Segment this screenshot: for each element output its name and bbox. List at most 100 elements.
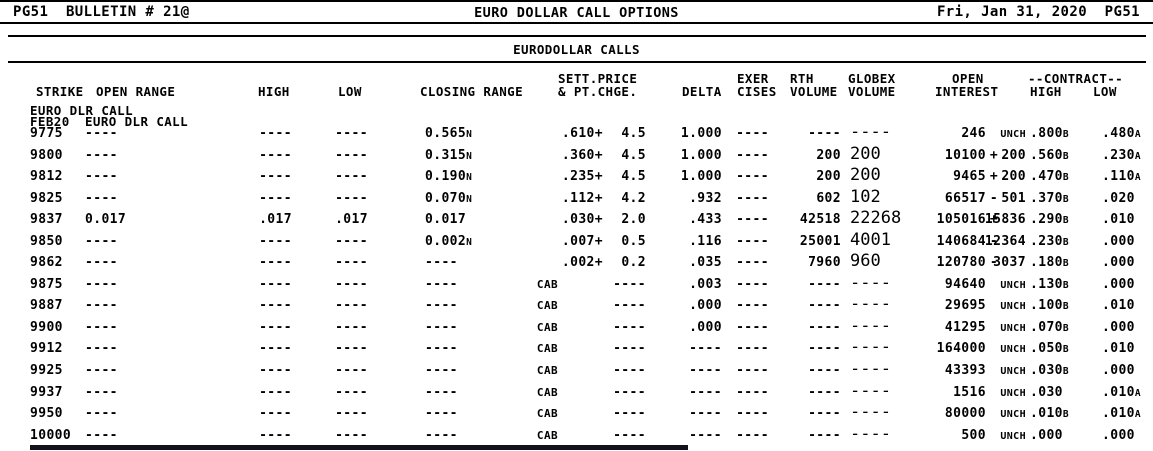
cell-strike: 9800 [30,147,63,163]
cell-oi-change: UNCH [1000,366,1026,378]
cell-oi-sign: + [989,169,999,185]
cell-delta: .433 [689,212,722,228]
cell-cab: CAB [536,428,558,442]
col-contract-low: LOW [1093,84,1117,99]
cell-contract-high: .000 [1030,427,1063,443]
table-row: 9850 ---- ---- ---- 0.002N .007+ 0.5 .11… [0,231,1153,254]
cell-globex-volume: ---- [850,423,891,444]
cell-oi-change: UNCH [1000,430,1026,442]
cell-contract-high: .100B [1030,298,1069,314]
cell-globex-volume: ---- [850,359,891,380]
table-row: 9825 ---- ---- ---- 0.070N .112+ 4.2 .93… [0,188,1153,211]
col-open-interest-1: OPEN [952,71,984,86]
cell-strike: 9850 [30,233,63,249]
cell-contract-low: .000 [1102,233,1135,249]
cell-open-range: ---- [85,384,118,400]
cell-closing-range: 0.565N [425,126,472,141]
cell-high: ---- [259,233,292,249]
cell-open-interest: 43393 [944,363,986,379]
cell-closing-range: 0.070N [425,190,472,206]
cell-cab: CAB [536,364,558,378]
cell-open-interest: 10100 [944,147,986,163]
rule-under-title [0,22,1153,24]
cell-globex-volume: ---- [850,315,891,336]
cell-oi-change: 3037 [993,255,1026,271]
cell-pt-change: ---- [613,427,646,443]
cell-delta: .000 [689,298,722,314]
col-contract-high: HIGH [1030,84,1062,99]
table-row: 9900 ---- ---- ---- ---- CAB ---- .000 -… [0,315,1153,340]
cell-contract-high: .180B [1030,255,1069,271]
cell-exercises: ---- [736,126,769,141]
bulletin-id: PG51 BULLETIN # 21@ [13,4,190,20]
cell-rth-volume: ---- [808,363,841,379]
table-row: 9950 ---- ---- ---- ---- CAB ---- ---- -… [0,404,1153,426]
cell-high: ---- [259,147,292,163]
cell-low: ---- [335,276,368,292]
cell-open-interest: 9465 [953,169,986,185]
cell-oi-change: UNCH [1000,344,1026,356]
cell-globex-volume: 22268 [850,208,902,229]
table-row: 10000 ---- ---- ---- ---- CAB ---- ---- … [0,423,1153,448]
cell-closing-range: ---- [425,276,458,292]
cell-strike: 9775 [30,126,63,141]
cell-rth-volume: 200 [816,169,841,185]
cell-exercises: ---- [736,147,769,163]
cell-exercises: ---- [736,276,769,292]
cell-open-interest: 1516 [953,384,986,400]
cell-contract-low: .110A [1102,169,1141,185]
cell-oi-change: UNCH [1000,387,1026,399]
cell-pt-change: ---- [613,406,646,422]
cell-low: ---- [335,147,368,163]
cell-rth-volume: 7960 [808,255,841,271]
cell-open-interest: 41295 [944,319,986,335]
cell-open-range: ---- [85,255,118,271]
cell-low: ---- [335,126,368,141]
cell-closing-range: ---- [425,406,458,422]
cell-globex-volume: ---- [850,402,891,423]
cell-oi-change: 200 [1001,147,1026,163]
cell-rth-volume: ---- [808,427,841,443]
cell-globex-volume: ---- [850,380,891,401]
cell-strike: 9887 [30,298,63,314]
cell-contract-low: .000 [1102,319,1135,335]
cell-pt-change: 2.0 [621,212,646,228]
cell-contract-high: .560B [1030,147,1069,163]
group-title: EURO DLR CALL [30,103,134,118]
cell-low: ---- [335,363,368,379]
rule-top [0,0,1153,2]
cell-contract-low: .010A [1102,406,1141,422]
cell-strike: 9912 [30,341,63,357]
table-row: 9937 ---- ---- ---- ---- CAB ---- ---- -… [0,380,1153,405]
cell-globex-volume: ---- [850,272,891,293]
cell-low: ---- [335,427,368,443]
cell-open-interest: 80000 [944,406,986,422]
cell-pt-change: ---- [613,384,646,400]
cell-globex-volume: 200 [850,165,881,186]
options-table: 9775 ---- ---- ---- 0.565N .610+ 4.5 1.0… [0,124,1153,447]
col-globex-1: GLOBEX [848,71,896,86]
cell-contract-high: .130B [1030,276,1069,292]
cell-strike: 9937 [30,384,63,400]
cell-pt-change: ---- [613,363,646,379]
cell-open-interest: 120780 [936,255,986,271]
cell-open-interest: 29695 [944,298,986,314]
cell-strike: 9900 [30,319,63,335]
cell-globex-volume: ---- [850,337,891,358]
cell-open-interest: 246 [961,126,986,141]
cell-contract-low: .000 [1102,255,1135,271]
cell-low: ---- [335,255,368,271]
cell-sett-price: .112+ [561,190,603,206]
cell-high: ---- [259,341,292,357]
cell-closing-range: 0.190N [425,169,472,185]
cell-pt-change: 4.2 [621,190,646,206]
cell-exercises: ---- [736,427,769,443]
col-exer-2: CISES [737,84,777,99]
cell-open-range: ---- [85,126,118,141]
table-row: 9862 ---- ---- ---- ---- .002+ 0.2 .035 … [0,253,1153,275]
cell-contract-high: .050B [1030,341,1069,357]
cell-cab: CAB [536,407,558,421]
cell-rth-volume: ---- [808,126,841,141]
cell-oi-change: UNCH [1000,322,1026,334]
cell-open-range: ---- [85,147,118,163]
